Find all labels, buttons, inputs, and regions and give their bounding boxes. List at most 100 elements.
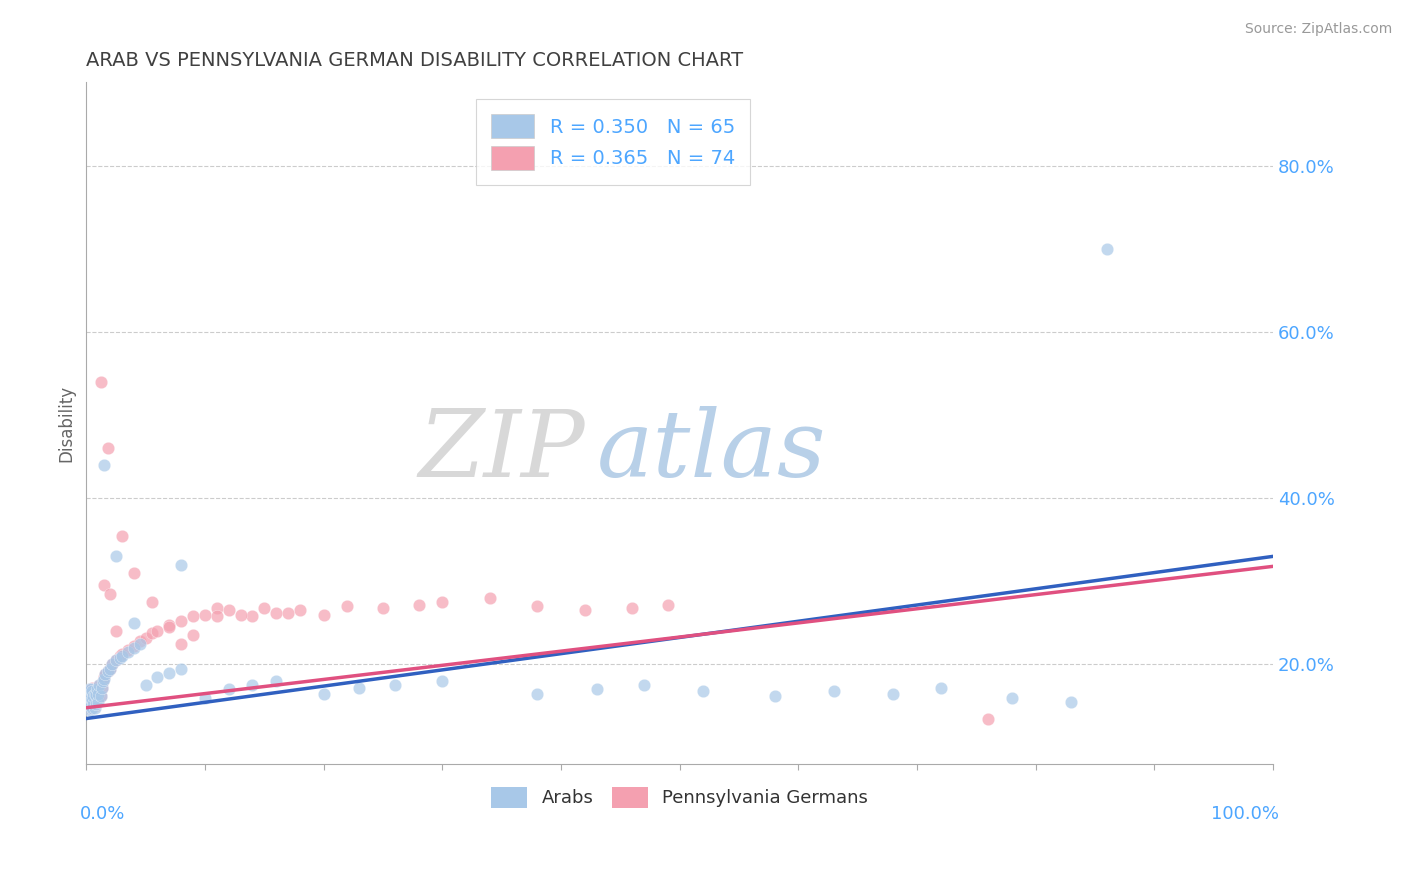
Y-axis label: Disability: Disability [58,384,75,462]
Point [82,700,104,714]
Point [82,695,104,709]
Point [657,598,679,612]
Point [117,642,139,657]
Point [111,647,134,661]
Point [977,712,1000,726]
Point [82,687,104,701]
Point [77,698,100,712]
Point [90,689,112,703]
Point [104,653,127,667]
Point [170,614,193,628]
Point [89,678,111,692]
Point [79,703,101,717]
Point [82,700,104,714]
Point [80,690,103,705]
Point [181,628,204,642]
Point [86,682,108,697]
Point [97,442,120,456]
Point [98,662,121,676]
Point [1001,690,1024,705]
Point [104,549,127,564]
Point [101,657,124,672]
Point [122,639,145,653]
Point [312,607,335,622]
Point [80,698,103,712]
Point [80,699,103,714]
Point [76,692,98,706]
Text: 0.0%: 0.0% [80,805,125,823]
Text: ZIP: ZIP [418,406,585,496]
Point [277,606,299,620]
Point [111,528,134,542]
Point [929,681,952,695]
Point [526,687,548,701]
Point [93,578,115,592]
Point [1095,242,1118,256]
Legend: Arabs, Pennsylvania Germans: Arabs, Pennsylvania Germans [482,778,877,816]
Point [170,637,193,651]
Point [83,687,105,701]
Point [205,609,228,624]
Point [128,637,150,651]
Point [157,665,180,680]
Point [89,678,111,692]
Text: ARAB VS PENNSYLVANIA GERMAN DISABILITY CORRELATION CHART: ARAB VS PENNSYLVANIA GERMAN DISABILITY C… [86,51,744,70]
Point [87,687,110,701]
Point [312,687,335,701]
Point [82,681,104,695]
Point [384,678,406,692]
Point [253,601,276,615]
Point [432,674,454,689]
Text: atlas: atlas [596,406,827,496]
Point [194,607,217,622]
Point [79,687,101,701]
Point [87,692,110,706]
Point [79,692,101,706]
Point [104,653,127,667]
Text: 100.0%: 100.0% [1211,805,1279,823]
Point [91,674,114,689]
Point [141,626,163,640]
Point [157,617,180,632]
Point [82,689,104,703]
Point [84,695,107,709]
Point [79,700,101,714]
Point [104,624,127,639]
Point [882,687,904,701]
Point [264,674,287,689]
Point [82,698,104,712]
Point [336,599,359,614]
Point [98,662,121,676]
Point [108,650,131,665]
Point [763,689,786,703]
Point [218,603,240,617]
Point [229,607,252,622]
Text: Source: ZipAtlas.com: Source: ZipAtlas.com [1244,22,1392,37]
Point [77,690,100,705]
Point [97,664,120,678]
Point [692,684,714,698]
Point [98,587,121,601]
Point [90,375,112,389]
Point [141,595,163,609]
Point [135,631,157,645]
Point [633,678,655,692]
Point [79,695,101,709]
Point [181,609,204,624]
Point [432,595,454,609]
Point [288,603,311,617]
Point [90,681,112,695]
Point [122,640,145,655]
Point [585,682,607,697]
Point [82,692,104,706]
Point [83,700,105,714]
Point [91,674,114,689]
Point [408,598,430,612]
Point [218,682,240,697]
Point [80,682,103,697]
Point [111,649,134,664]
Point [242,609,264,624]
Point [82,684,104,698]
Point [83,689,105,703]
Point [371,601,394,615]
